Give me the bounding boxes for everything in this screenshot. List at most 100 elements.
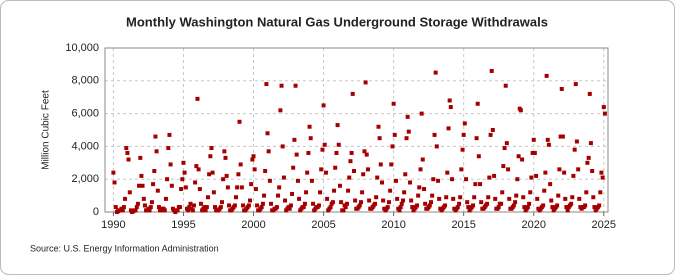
data-point	[211, 190, 216, 195]
data-point	[564, 205, 569, 210]
data-point	[374, 195, 379, 200]
data-point	[437, 196, 442, 201]
data-point	[563, 196, 568, 201]
data-point	[464, 177, 469, 182]
x-tick-label: 1990	[101, 219, 125, 231]
data-point	[565, 208, 570, 213]
data-point	[279, 83, 284, 88]
data-point	[133, 208, 138, 213]
data-point	[462, 121, 467, 126]
data-point	[471, 203, 476, 208]
data-point	[585, 160, 590, 165]
data-point	[474, 136, 479, 141]
data-point	[598, 190, 603, 195]
data-point	[186, 208, 191, 213]
data-point	[364, 152, 369, 157]
data-point	[511, 203, 516, 208]
data-point	[362, 149, 367, 154]
data-point	[202, 205, 207, 210]
y-tick-label: 8,000	[71, 75, 99, 87]
data-point	[388, 188, 393, 193]
data-point	[430, 193, 435, 198]
data-point	[587, 91, 592, 96]
data-point	[556, 193, 561, 198]
data-point	[344, 201, 349, 206]
data-point	[127, 190, 132, 195]
data-point	[305, 170, 310, 175]
data-point	[224, 173, 229, 178]
data-point	[126, 157, 131, 162]
data-point	[264, 82, 269, 87]
data-point	[280, 144, 285, 149]
data-point	[465, 200, 470, 205]
data-point	[479, 200, 484, 205]
data-point	[337, 183, 342, 188]
data-point	[281, 175, 286, 180]
data-point	[546, 142, 551, 147]
data-point	[521, 195, 526, 200]
data-point	[588, 141, 593, 146]
data-point	[193, 180, 198, 185]
data-point	[120, 208, 125, 213]
data-point	[415, 203, 420, 208]
data-point	[541, 203, 546, 208]
data-point	[367, 198, 372, 203]
x-tick-label: 2010	[381, 219, 405, 231]
data-point	[420, 157, 425, 162]
data-point	[457, 201, 462, 206]
data-point	[527, 201, 532, 206]
data-point	[522, 205, 527, 210]
data-point	[451, 196, 456, 201]
data-point	[346, 188, 351, 193]
data-point	[265, 131, 270, 136]
data-point	[532, 150, 537, 155]
data-point	[399, 201, 404, 206]
data-point	[436, 178, 441, 183]
data-point	[259, 205, 264, 210]
data-point	[358, 200, 363, 205]
data-point	[219, 200, 224, 205]
data-point	[188, 201, 193, 206]
data-point	[163, 196, 168, 201]
data-point	[248, 198, 253, 203]
data-point	[353, 198, 358, 203]
data-point	[548, 182, 553, 187]
data-point	[496, 205, 501, 210]
data-point	[288, 203, 293, 208]
data-point	[276, 193, 281, 198]
x-tick-label: 2025	[592, 219, 616, 231]
data-point	[602, 111, 607, 116]
data-point	[478, 182, 483, 187]
data-point	[283, 198, 288, 203]
data-point	[529, 175, 534, 180]
data-point	[506, 167, 511, 172]
data-point	[165, 177, 170, 182]
data-point	[433, 70, 438, 75]
data-point	[572, 147, 577, 152]
data-point	[197, 187, 202, 192]
y-tick-label: 10,000	[65, 42, 99, 54]
data-point	[194, 164, 199, 169]
data-point	[316, 203, 321, 208]
y-tick-label: 4,000	[71, 140, 99, 152]
data-point	[571, 173, 576, 178]
data-point	[447, 98, 452, 103]
data-point	[154, 149, 159, 154]
data-point	[304, 190, 309, 195]
data-point	[601, 105, 606, 110]
data-point	[246, 203, 251, 208]
data-point	[137, 183, 142, 188]
data-point	[301, 205, 306, 210]
data-point	[376, 124, 381, 129]
data-point	[335, 123, 340, 128]
data-point	[531, 137, 536, 142]
data-point	[333, 165, 338, 170]
data-point	[121, 205, 126, 210]
data-point	[501, 164, 506, 169]
data-point	[520, 157, 525, 162]
data-point	[267, 178, 272, 183]
data-point	[153, 134, 158, 139]
data-point	[238, 162, 243, 167]
data-point	[378, 162, 383, 167]
data-point	[429, 200, 434, 205]
